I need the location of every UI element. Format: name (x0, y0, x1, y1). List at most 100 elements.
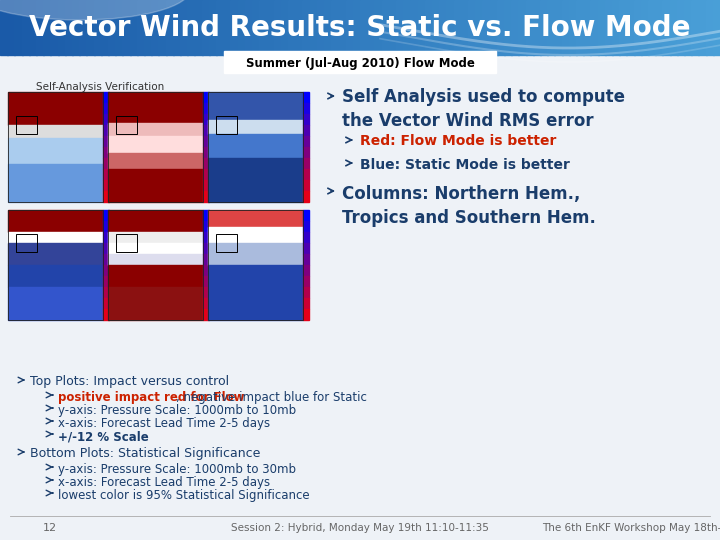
Text: y-axis: Pressure Scale: 1000mb to 30mb: y-axis: Pressure Scale: 1000mb to 30mb (58, 463, 296, 476)
Bar (209, 0, 217, 55)
Bar (245, 0, 253, 55)
Bar (108, 0, 116, 55)
Bar (137, 0, 145, 55)
Bar (0, 0, 8, 55)
Bar (303, 103, 309, 114)
Bar (50, 0, 58, 55)
Bar (103, 125, 109, 136)
Text: Blue: Static Mode is better: Blue: Static Mode is better (360, 158, 570, 172)
Bar (108, 210, 203, 232)
Bar (203, 309, 209, 320)
Bar (194, 0, 202, 55)
Bar (103, 114, 109, 125)
Bar (208, 210, 303, 226)
Text: Summer (Jul-Aug 2010) Flow Mode: Summer (Jul-Aug 2010) Flow Mode (246, 57, 474, 70)
Bar (303, 298, 309, 309)
Bar (108, 265, 203, 287)
Text: The 6th EnKF Workshop May 18th-22nd: The 6th EnKF Workshop May 18th-22nd (542, 523, 720, 533)
Bar (58, 0, 66, 55)
Bar (208, 243, 303, 265)
Bar (203, 243, 209, 254)
Bar (208, 158, 303, 202)
Bar (29, 0, 37, 55)
Bar (208, 226, 303, 243)
Text: y-axis: Pressure Scale: 1000mb to 10mb: y-axis: Pressure Scale: 1000mb to 10mb (58, 404, 296, 417)
Bar (116, 234, 137, 252)
Bar (8, 125, 103, 138)
Bar (396, 0, 404, 55)
Bar (418, 0, 426, 55)
Bar (655, 0, 663, 55)
Bar (86, 0, 94, 55)
Bar (8, 138, 103, 164)
Text: 12: 12 (43, 523, 57, 533)
Bar (410, 0, 418, 55)
Bar (303, 265, 309, 276)
Bar (158, 0, 166, 55)
Bar (641, 0, 649, 55)
Bar (583, 0, 591, 55)
Bar (461, 0, 469, 55)
Bar (303, 169, 309, 180)
Bar (8, 232, 103, 243)
Bar (203, 232, 209, 243)
Bar (706, 0, 714, 55)
Bar (303, 92, 309, 103)
Bar (626, 0, 634, 55)
Bar (468, 0, 476, 55)
Bar (115, 0, 123, 55)
Text: lowest color is 95% Statistical Significance: lowest color is 95% Statistical Signific… (58, 489, 310, 502)
Bar (103, 191, 109, 202)
Bar (108, 232, 203, 243)
Bar (122, 0, 130, 55)
Bar (590, 0, 598, 55)
Bar (562, 0, 570, 55)
Bar (103, 158, 109, 169)
Bar (389, 0, 397, 55)
Bar (317, 0, 325, 55)
Bar (103, 309, 109, 320)
Bar (598, 0, 606, 55)
Bar (108, 243, 203, 254)
Bar (331, 0, 339, 55)
Bar (108, 287, 203, 320)
Bar (166, 0, 174, 55)
Bar (79, 0, 87, 55)
Bar (303, 287, 309, 298)
Bar (101, 0, 109, 55)
Bar (526, 0, 534, 55)
Bar (8, 210, 103, 320)
Bar (353, 0, 361, 55)
Bar (16, 116, 37, 134)
Bar (634, 0, 642, 55)
Bar (619, 0, 627, 55)
Bar (8, 164, 103, 202)
Bar (8, 92, 103, 202)
Bar (403, 0, 411, 55)
Text: Session 2: Hybrid, Monday May 19th 11:10-11:35: Session 2: Hybrid, Monday May 19th 11:10… (231, 523, 489, 533)
Bar (22, 0, 30, 55)
Bar (7, 0, 15, 55)
Bar (103, 298, 109, 309)
Bar (224, 51, 496, 73)
Bar (303, 221, 309, 232)
Bar (8, 92, 103, 125)
Bar (103, 287, 109, 298)
Text: Bottom Plots: Statistical Significance: Bottom Plots: Statistical Significance (30, 447, 261, 460)
Bar (203, 254, 209, 265)
Bar (230, 0, 238, 55)
Bar (203, 287, 209, 298)
Bar (338, 0, 346, 55)
Bar (303, 210, 309, 221)
Bar (547, 0, 555, 55)
Bar (310, 0, 318, 55)
Bar (713, 0, 720, 55)
Text: x-axis: Forecast Lead Time 2-5 days: x-axis: Forecast Lead Time 2-5 days (58, 476, 270, 489)
Bar (662, 0, 670, 55)
Bar (203, 180, 209, 191)
Bar (103, 210, 109, 221)
Bar (303, 191, 309, 202)
Bar (266, 0, 274, 55)
Bar (208, 265, 303, 320)
Bar (684, 0, 692, 55)
